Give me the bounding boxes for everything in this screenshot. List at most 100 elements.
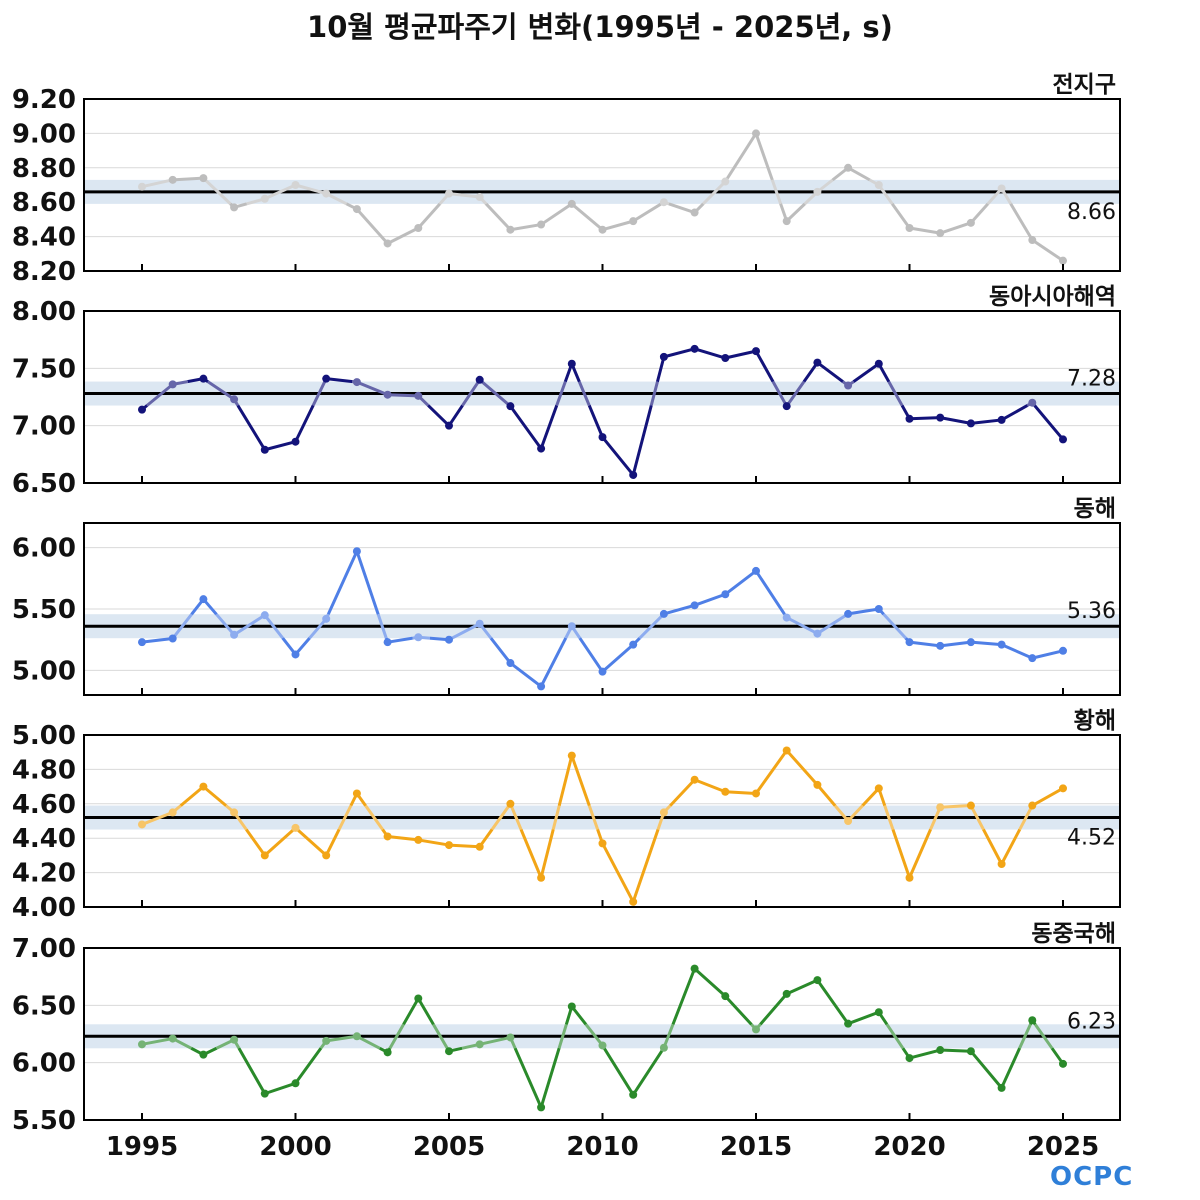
data-point bbox=[260, 611, 269, 620]
data-point bbox=[260, 1089, 269, 1098]
series-segment bbox=[1000, 401, 1034, 422]
series-segment bbox=[908, 805, 942, 880]
data-point bbox=[138, 405, 146, 414]
data-point bbox=[997, 415, 1006, 424]
data-point bbox=[138, 1040, 146, 1049]
series-segment bbox=[539, 624, 574, 688]
series-segment bbox=[140, 178, 175, 189]
data-point bbox=[567, 199, 576, 208]
series-segment bbox=[785, 748, 819, 787]
series-segment bbox=[1030, 786, 1065, 808]
data-point bbox=[997, 860, 1006, 868]
series-segment bbox=[1030, 1018, 1065, 1066]
data-point bbox=[629, 217, 638, 226]
series-segment bbox=[723, 569, 758, 596]
data-point bbox=[721, 787, 730, 796]
data-point bbox=[506, 659, 515, 668]
series-segment bbox=[908, 416, 942, 421]
data-point bbox=[1059, 1059, 1067, 1068]
data-point bbox=[445, 635, 453, 644]
data-point bbox=[506, 225, 515, 234]
data-point bbox=[475, 193, 484, 202]
series-segment bbox=[416, 635, 451, 642]
data-point bbox=[629, 640, 638, 649]
data-point bbox=[874, 1008, 883, 1017]
data-point bbox=[936, 641, 945, 650]
data-point bbox=[168, 175, 177, 184]
y-tick-label: 4.00 bbox=[12, 893, 76, 923]
data-point bbox=[138, 820, 146, 829]
series-segment bbox=[355, 380, 390, 397]
series-segment bbox=[201, 377, 236, 401]
data-point bbox=[567, 359, 576, 368]
data-point bbox=[352, 1032, 361, 1041]
data-point bbox=[966, 801, 975, 810]
panel-2: 6.50 7.00 7.50 8.00 동아시아해역 7.28 bbox=[12, 284, 1121, 499]
y-tick-label: 4.60 bbox=[12, 790, 76, 820]
series-segment bbox=[539, 754, 574, 880]
y-tick-label: 7.50 bbox=[12, 354, 76, 384]
data-point bbox=[1059, 256, 1067, 265]
data-point bbox=[690, 601, 699, 610]
data-point bbox=[874, 181, 883, 189]
data-point bbox=[782, 217, 791, 226]
series-segment bbox=[324, 192, 359, 211]
series-segment bbox=[201, 1038, 236, 1057]
series-segment bbox=[969, 1049, 1004, 1090]
series-segment bbox=[232, 397, 267, 452]
region-label: 동아시아해역 bbox=[989, 284, 1116, 310]
data-point bbox=[905, 873, 914, 882]
y-tick-label: 5.50 bbox=[12, 1106, 76, 1136]
data-point bbox=[782, 989, 791, 998]
panel-4: 4.00 4.20 4.40 4.60 4.80 5.00 황해 4.52 bbox=[12, 708, 1121, 923]
series-segment bbox=[294, 377, 328, 444]
data-point bbox=[1059, 435, 1067, 444]
series-segment bbox=[601, 435, 635, 477]
data-point bbox=[537, 220, 546, 229]
series-segment bbox=[785, 978, 819, 996]
x-tick-label: 2010 bbox=[566, 1132, 638, 1162]
series-segment bbox=[631, 200, 666, 223]
data-point bbox=[813, 187, 822, 196]
series-segment bbox=[693, 180, 727, 215]
data-point bbox=[260, 851, 269, 860]
data-point bbox=[966, 1047, 975, 1056]
data-point bbox=[721, 354, 730, 363]
data-point bbox=[598, 667, 607, 676]
series-segment bbox=[785, 190, 819, 223]
series-segment bbox=[754, 748, 789, 795]
data-point bbox=[322, 189, 331, 198]
region-label: 황해 bbox=[1074, 708, 1116, 734]
mean-value-label: 5.36 bbox=[1067, 599, 1116, 624]
series-segment bbox=[846, 786, 881, 823]
data-point bbox=[721, 992, 730, 1001]
data-point bbox=[445, 1047, 453, 1056]
series-segment bbox=[232, 613, 267, 637]
data-point bbox=[966, 638, 975, 647]
data-point bbox=[813, 358, 822, 367]
data-point bbox=[966, 218, 975, 227]
data-point bbox=[598, 433, 607, 442]
series-segment bbox=[232, 197, 267, 209]
series-segment bbox=[877, 362, 911, 421]
series-segment bbox=[723, 349, 758, 360]
series-segment bbox=[693, 592, 727, 607]
series-segment bbox=[601, 1043, 635, 1097]
data-point bbox=[997, 640, 1006, 649]
data-point bbox=[659, 198, 668, 207]
data-point bbox=[506, 402, 515, 411]
series-segment bbox=[723, 790, 758, 795]
data-point bbox=[168, 634, 177, 643]
data-point bbox=[352, 789, 361, 798]
data-point bbox=[1028, 236, 1037, 245]
ocpc-logo: OCPC bbox=[1050, 1162, 1134, 1192]
mean-value-label: 7.28 bbox=[1067, 367, 1116, 392]
data-point bbox=[322, 1036, 331, 1045]
y-tick-label: 5.00 bbox=[12, 656, 76, 686]
data-point bbox=[506, 799, 515, 808]
data-point bbox=[567, 622, 576, 631]
series-segment bbox=[754, 992, 789, 1031]
series-segment bbox=[478, 622, 512, 665]
series-segment bbox=[723, 994, 758, 1031]
